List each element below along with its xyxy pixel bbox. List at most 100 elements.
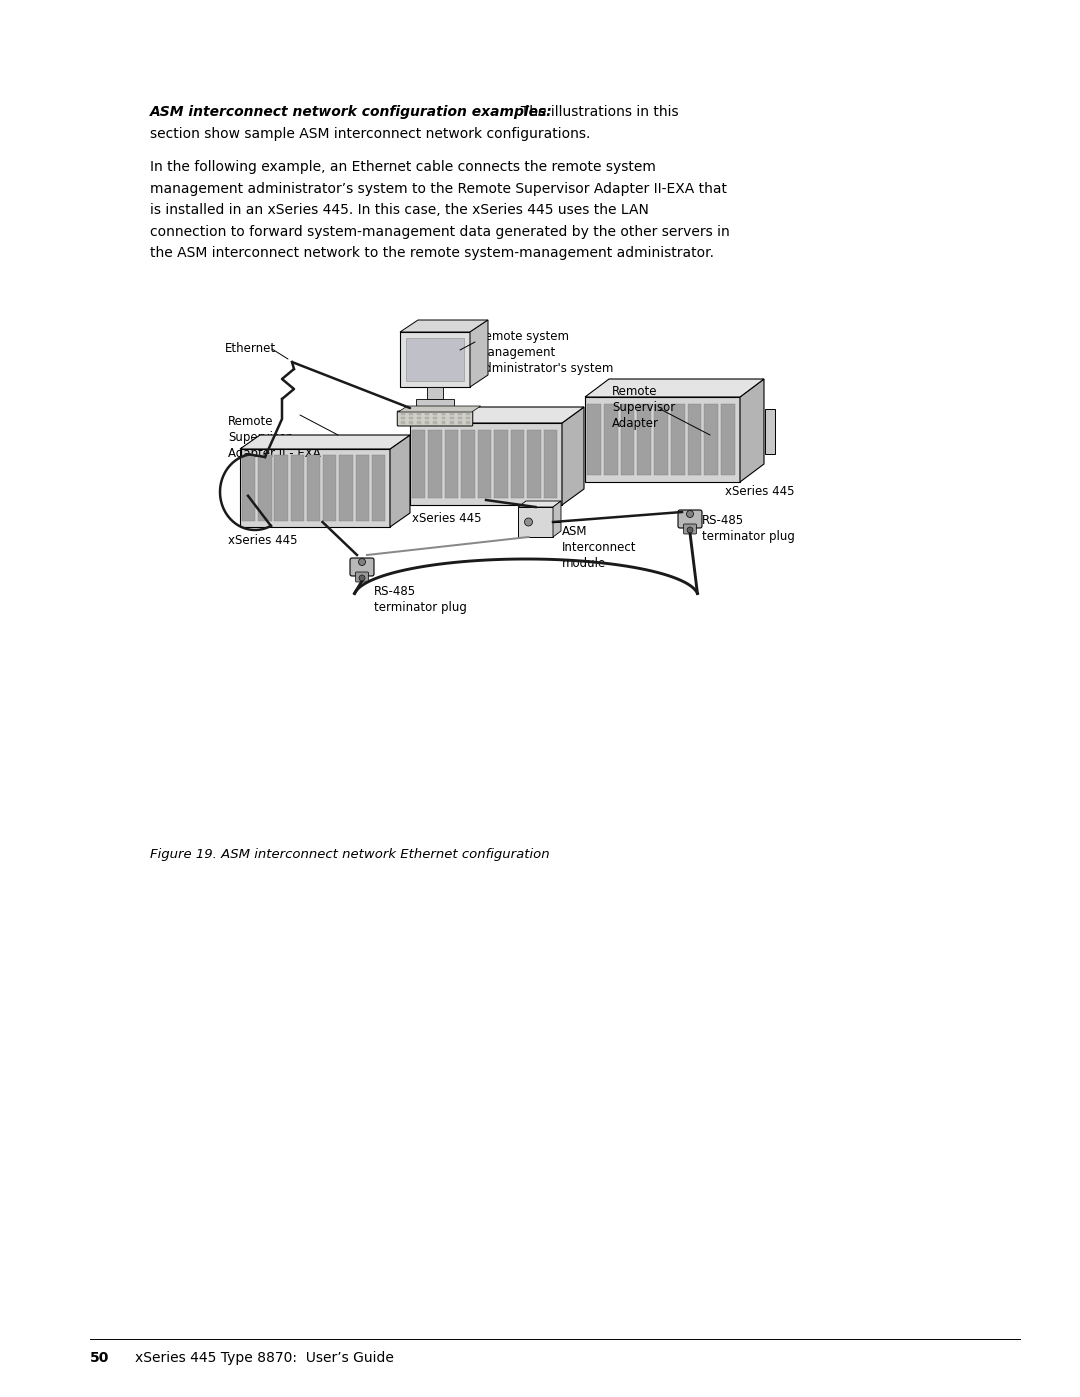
Text: xSeries 445: xSeries 445 bbox=[725, 485, 795, 497]
Bar bbox=[467, 422, 470, 423]
Text: Remote
Supervisor
Adapter: Remote Supervisor Adapter bbox=[612, 386, 675, 430]
Bar bbox=[458, 416, 462, 419]
Bar bbox=[495, 429, 508, 499]
FancyBboxPatch shape bbox=[684, 524, 697, 534]
Bar bbox=[426, 412, 429, 415]
Polygon shape bbox=[406, 338, 464, 381]
Polygon shape bbox=[470, 320, 488, 387]
Bar bbox=[409, 416, 413, 419]
Text: xSeries 445 Type 8870:  User’s Guide: xSeries 445 Type 8870: User’s Guide bbox=[135, 1351, 394, 1365]
Circle shape bbox=[687, 510, 693, 517]
Circle shape bbox=[359, 576, 365, 581]
Polygon shape bbox=[562, 407, 584, 504]
Bar bbox=[429, 429, 442, 499]
Text: xSeries 445: xSeries 445 bbox=[228, 534, 297, 548]
Polygon shape bbox=[240, 448, 390, 527]
Bar bbox=[588, 404, 600, 475]
Bar bbox=[242, 455, 255, 521]
Text: The illustrations in this: The illustrations in this bbox=[512, 105, 678, 119]
Bar bbox=[467, 416, 470, 419]
Text: Remote system
management
administrator's system: Remote system management administrator's… bbox=[477, 330, 613, 374]
Polygon shape bbox=[553, 502, 561, 536]
Text: RS-485
terminator plug: RS-485 terminator plug bbox=[374, 585, 467, 615]
Polygon shape bbox=[400, 332, 470, 387]
Bar bbox=[291, 455, 303, 521]
Bar bbox=[258, 455, 271, 521]
Text: xSeries 445: xSeries 445 bbox=[411, 511, 482, 525]
Bar bbox=[433, 422, 437, 423]
Bar bbox=[417, 412, 421, 415]
Polygon shape bbox=[410, 423, 562, 504]
Bar bbox=[409, 412, 413, 415]
Circle shape bbox=[687, 527, 693, 534]
Bar bbox=[477, 429, 491, 499]
Polygon shape bbox=[585, 379, 764, 397]
Bar bbox=[416, 400, 455, 407]
Text: In the following example, an Ethernet cable connects the remote system: In the following example, an Ethernet ca… bbox=[150, 161, 656, 175]
Bar bbox=[621, 404, 634, 475]
Bar bbox=[274, 455, 287, 521]
Bar bbox=[527, 429, 541, 499]
Bar bbox=[458, 422, 462, 423]
Bar bbox=[339, 455, 353, 521]
Bar bbox=[433, 412, 437, 415]
Bar bbox=[401, 416, 405, 419]
Bar bbox=[442, 416, 445, 419]
Text: RS-485
terminator plug: RS-485 terminator plug bbox=[702, 514, 795, 543]
Bar bbox=[458, 412, 462, 415]
Bar bbox=[467, 412, 470, 415]
Bar bbox=[307, 455, 320, 521]
Bar bbox=[426, 422, 429, 423]
Text: the ASM interconnect network to the remote system-management administrator.: the ASM interconnect network to the remo… bbox=[150, 246, 714, 260]
Text: Ethernet: Ethernet bbox=[225, 342, 276, 355]
Polygon shape bbox=[240, 434, 410, 448]
Bar bbox=[401, 412, 405, 415]
Bar bbox=[428, 387, 443, 400]
Bar bbox=[355, 455, 369, 521]
Circle shape bbox=[525, 518, 532, 527]
Bar bbox=[417, 416, 421, 419]
Text: management administrator’s system to the Remote Supervisor Adapter II-EXA that: management administrator’s system to the… bbox=[150, 182, 727, 196]
Bar bbox=[765, 409, 775, 454]
Bar bbox=[543, 429, 557, 499]
Bar bbox=[426, 416, 429, 419]
Text: Figure 19. ASM interconnect network Ethernet configuration: Figure 19. ASM interconnect network Ethe… bbox=[150, 848, 550, 861]
Text: connection to forward system-management data generated by the other servers in: connection to forward system-management … bbox=[150, 225, 730, 239]
Text: section show sample ASM interconnect network configurations.: section show sample ASM interconnect net… bbox=[150, 127, 591, 141]
Bar bbox=[445, 429, 458, 499]
Bar bbox=[688, 404, 701, 475]
Bar bbox=[442, 422, 445, 423]
Bar bbox=[409, 422, 413, 423]
Polygon shape bbox=[390, 434, 410, 527]
Text: Remote
Supervisor
Adapter II - EXA: Remote Supervisor Adapter II - EXA bbox=[228, 415, 321, 460]
Bar bbox=[449, 412, 454, 415]
Text: ASM interconnect network configuration examples:: ASM interconnect network configuration e… bbox=[150, 105, 553, 119]
Polygon shape bbox=[410, 407, 584, 423]
Bar bbox=[721, 404, 735, 475]
Bar bbox=[511, 429, 524, 499]
Bar bbox=[372, 455, 386, 521]
Bar bbox=[637, 404, 651, 475]
Circle shape bbox=[359, 559, 365, 566]
Bar bbox=[654, 404, 667, 475]
Bar bbox=[417, 422, 421, 423]
Bar bbox=[401, 422, 405, 423]
Bar bbox=[442, 412, 445, 415]
Polygon shape bbox=[585, 397, 740, 482]
Text: 50: 50 bbox=[90, 1351, 109, 1365]
Bar bbox=[604, 404, 618, 475]
Bar bbox=[449, 416, 454, 419]
Bar bbox=[449, 422, 454, 423]
Polygon shape bbox=[518, 502, 561, 507]
Bar bbox=[671, 404, 685, 475]
Bar bbox=[433, 416, 437, 419]
FancyBboxPatch shape bbox=[355, 571, 368, 583]
Polygon shape bbox=[399, 407, 481, 412]
Bar bbox=[704, 404, 718, 475]
Text: is installed in an xSeries 445. In this case, the xSeries 445 uses the LAN: is installed in an xSeries 445. In this … bbox=[150, 203, 649, 217]
Bar bbox=[461, 429, 475, 499]
Polygon shape bbox=[518, 507, 553, 536]
FancyBboxPatch shape bbox=[350, 557, 374, 576]
Text: ASM
Interconnect
module: ASM Interconnect module bbox=[562, 525, 636, 570]
Bar bbox=[323, 455, 336, 521]
